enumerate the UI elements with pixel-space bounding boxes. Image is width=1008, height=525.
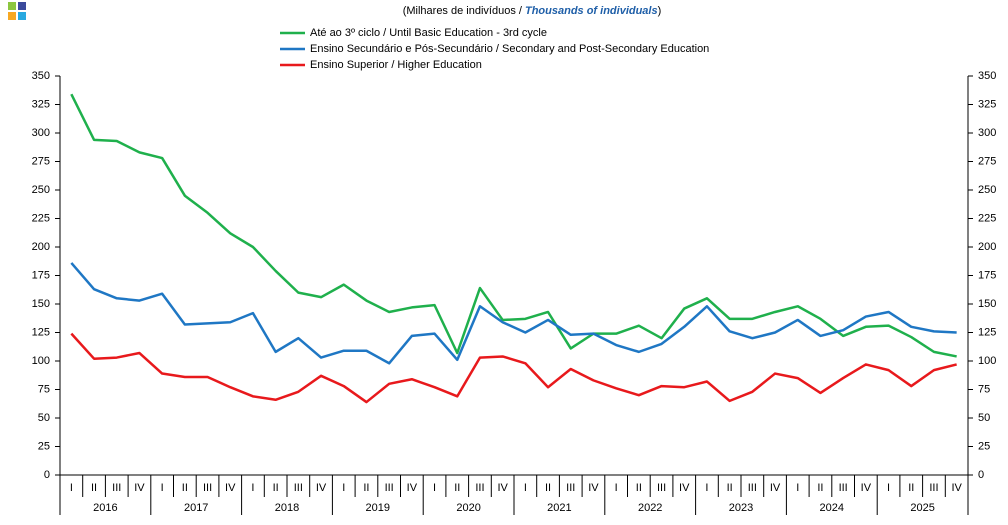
x-tick-label: IV	[134, 482, 145, 494]
x-tick-label: IV	[861, 482, 872, 494]
x-tick-label: I	[342, 482, 345, 494]
series-line	[70, 262, 957, 365]
year-label: 2017	[184, 502, 208, 514]
x-tick-label: II	[91, 482, 97, 494]
y-tick-label: 350	[32, 70, 50, 82]
y-tick-label: 325	[32, 98, 50, 110]
y-tick-label: 250	[32, 184, 50, 196]
year-label: 2023	[729, 502, 753, 514]
year-label: 2025	[910, 502, 934, 514]
x-tick-label: I	[433, 482, 436, 494]
y2-tick-label: 100	[978, 355, 996, 367]
y-tick-label: 125	[32, 326, 50, 338]
y-tick-label: 100	[32, 355, 50, 367]
y2-tick-label: 150	[978, 298, 996, 310]
x-tick-label: II	[363, 482, 369, 494]
y2-tick-label: 75	[978, 383, 990, 395]
x-tick-label: I	[251, 482, 254, 494]
x-tick-label: III	[566, 482, 575, 494]
y-tick-label: 25	[38, 440, 50, 452]
logo	[18, 12, 26, 20]
year-label: 2022	[638, 502, 662, 514]
x-tick-label: III	[203, 482, 212, 494]
x-tick-label: II	[454, 482, 460, 494]
y2-tick-label: 125	[978, 326, 996, 338]
y-tick-label: 275	[32, 155, 50, 167]
x-tick-label: III	[839, 482, 848, 494]
y-tick-label: 200	[32, 241, 50, 253]
x-tick-label: III	[748, 482, 757, 494]
subtitle-en: Thousands of individuals	[525, 5, 658, 17]
year-label: 2016	[93, 502, 117, 514]
series-line	[70, 93, 957, 358]
year-label: 2024	[820, 502, 844, 514]
x-tick-label: IV	[951, 482, 962, 494]
subtitle-end: )	[658, 5, 662, 17]
x-tick-label: I	[615, 482, 618, 494]
x-tick-label: IV	[679, 482, 690, 494]
x-tick-label: II	[908, 482, 914, 494]
x-tick-label: III	[385, 482, 394, 494]
x-tick-label: III	[112, 482, 121, 494]
x-tick-label: II	[817, 482, 823, 494]
x-tick-label: III	[294, 482, 303, 494]
x-tick-label: III	[475, 482, 484, 494]
logo	[18, 2, 26, 10]
y2-tick-label: 225	[978, 212, 996, 224]
x-tick-label: IV	[770, 482, 781, 494]
y2-tick-label: 250	[978, 184, 996, 196]
x-tick-label: II	[273, 482, 279, 494]
y-tick-label: 175	[32, 269, 50, 281]
x-tick-label: I	[524, 482, 527, 494]
year-label: 2018	[275, 502, 299, 514]
x-tick-label: III	[929, 482, 938, 494]
y2-tick-label: 50	[978, 412, 990, 424]
x-tick-label: I	[70, 482, 73, 494]
y-tick-label: 150	[32, 298, 50, 310]
y2-tick-label: 175	[978, 269, 996, 281]
y-tick-label: 0	[44, 469, 50, 481]
y2-tick-label: 300	[978, 127, 996, 139]
x-tick-label: I	[161, 482, 164, 494]
x-tick-label: II	[182, 482, 188, 494]
chart-subtitle: (Milhares de indivíduos / Thousands of i…	[403, 5, 662, 17]
x-tick-label: IV	[407, 482, 418, 494]
y2-tick-label: 325	[978, 98, 996, 110]
y2-tick-label: 0	[978, 469, 984, 481]
y2-tick-label: 25	[978, 440, 990, 452]
x-tick-label: III	[657, 482, 666, 494]
legend-label: Ensino Secundário e Pós-Secundário / Sec…	[310, 43, 709, 55]
year-label: 2021	[547, 502, 571, 514]
x-tick-label: I	[887, 482, 890, 494]
subtitle-pt: (Milhares de indivíduos /	[403, 5, 525, 17]
y-tick-label: 225	[32, 212, 50, 224]
legend-label: Até ao 3º ciclo / Until Basic Education …	[310, 27, 547, 39]
y-tick-label: 50	[38, 412, 50, 424]
x-tick-label: I	[796, 482, 799, 494]
x-tick-label: II	[727, 482, 733, 494]
year-label: 2019	[366, 502, 390, 514]
series-line	[70, 332, 957, 404]
x-tick-label: IV	[316, 482, 327, 494]
x-tick-label: IV	[588, 482, 599, 494]
y2-tick-label: 350	[978, 70, 996, 82]
year-label: 2020	[456, 502, 480, 514]
y-tick-label: 75	[38, 383, 50, 395]
x-tick-label: II	[545, 482, 551, 494]
y2-tick-label: 275	[978, 155, 996, 167]
x-tick-label: IV	[225, 482, 236, 494]
x-tick-label: I	[705, 482, 708, 494]
logo	[8, 12, 16, 20]
y2-tick-label: 200	[978, 241, 996, 253]
legend-label: Ensino Superior / Higher Education	[310, 59, 482, 71]
x-tick-label: IV	[497, 482, 508, 494]
y-tick-label: 300	[32, 127, 50, 139]
logo	[8, 2, 16, 10]
x-tick-label: II	[636, 482, 642, 494]
